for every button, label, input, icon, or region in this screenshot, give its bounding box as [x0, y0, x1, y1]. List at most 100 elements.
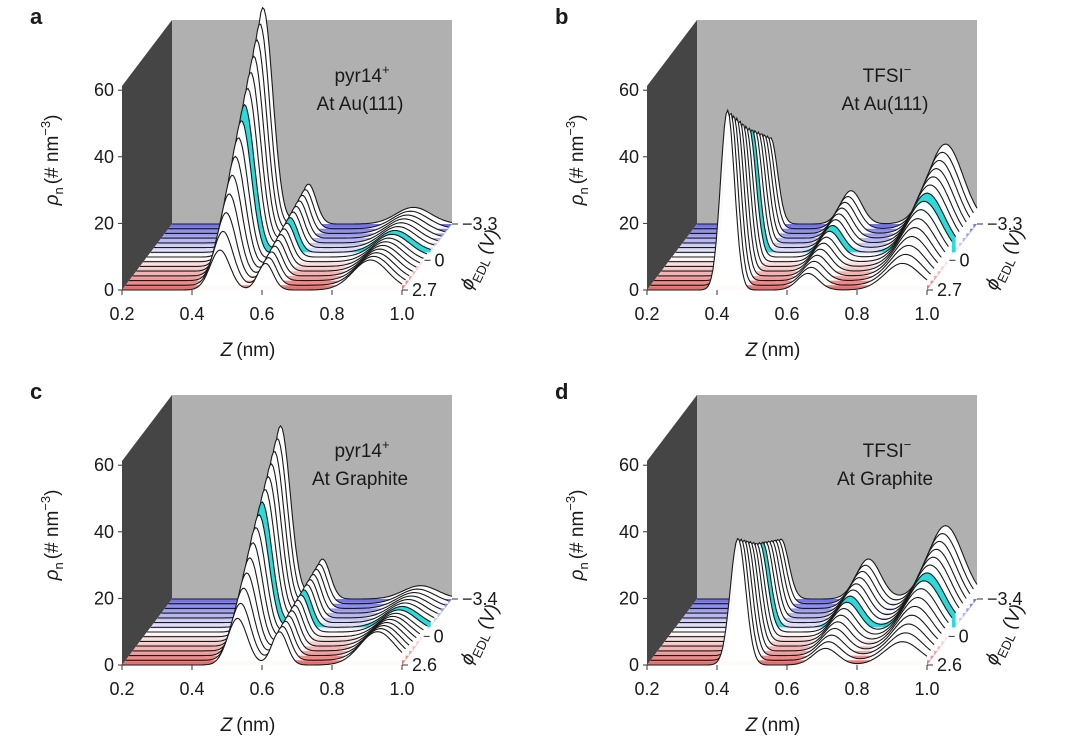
x-tick-label: 0.6 — [249, 304, 274, 324]
traces — [647, 108, 978, 291]
phi-tick-label: −3.3 — [462, 214, 498, 234]
panel-letter: d — [555, 379, 568, 404]
phi-tick-label: −3.4 — [462, 589, 498, 609]
trace-line — [661, 120, 942, 272]
y-axis-units: (# nm — [42, 136, 63, 185]
species-name: TFSI — [863, 66, 904, 87]
y-tick-label: 20 — [94, 213, 114, 233]
species-label: pyr14+ — [334, 437, 389, 462]
x-tick-label: 0.2 — [634, 304, 659, 324]
phi-axis-subscript: EDL — [994, 256, 1019, 285]
trace-fill — [154, 88, 435, 248]
x-tick-label: 0.8 — [844, 679, 869, 699]
species-charge: + — [382, 62, 390, 77]
x-tick-label: 0.4 — [704, 679, 729, 699]
y-axis-close: ) — [567, 115, 588, 121]
y-axis-label: ρn (# nm−3) — [563, 490, 591, 582]
trace-fill — [157, 72, 438, 243]
trace-line — [132, 193, 413, 277]
species-label: TFSI− — [863, 437, 912, 462]
phi-tick-label: 0 — [960, 250, 970, 270]
x-axis-unit: (nm) — [761, 715, 800, 736]
x-axis-unit: (nm) — [236, 340, 275, 361]
trace-line — [157, 72, 438, 244]
trace-line — [647, 537, 928, 666]
x-axis-label: Z (nm) — [745, 715, 801, 736]
trace-line — [657, 116, 939, 277]
trace-line — [122, 249, 403, 291]
phi-axis-label: ϕEDL(V) — [456, 601, 506, 670]
phi-tick-label: 2.7 — [937, 280, 962, 300]
y-tick-label: 20 — [94, 588, 114, 608]
y-tick-label: 40 — [619, 522, 639, 542]
panel-letter: c — [30, 379, 42, 404]
phi-axis-label: ϕEDL(V) — [456, 226, 506, 295]
y-axis-units: (# nm — [567, 511, 588, 560]
x-tick-label: 1.0 — [914, 679, 939, 699]
chart-panel-c: 0 20 40 60 0.2 0.4 0.6 0.8 1.0 −3.4 0 2.6 c pyr14+ At … — [30, 379, 506, 736]
phi-tick-label: 0 — [959, 626, 969, 646]
x-axis-unit: (nm) — [761, 340, 800, 361]
y-axis-units: (# nm — [567, 136, 588, 185]
phi-axis-subscript: EDL — [469, 256, 494, 285]
y-axis-symbol: ρ — [567, 194, 588, 206]
phi-tick-label: 2.6 — [412, 655, 437, 675]
x-tick-label: 0.6 — [249, 679, 274, 699]
left-wall — [647, 395, 697, 665]
y-tick-label: 60 — [94, 455, 114, 475]
trace-line — [125, 230, 406, 286]
y-tick-label: 0 — [104, 655, 114, 675]
y-axis-close: ) — [42, 115, 63, 121]
x-tick-label: 0.2 — [109, 304, 134, 324]
phi-tick-label: −3.3 — [987, 214, 1023, 234]
trace-line — [650, 538, 931, 661]
x-tick-label: 1.0 — [914, 304, 939, 324]
y-tick-label: 20 — [619, 213, 639, 233]
y-tick-label: 0 — [629, 655, 639, 675]
y-axis-close: ) — [567, 490, 588, 496]
y-tick-label: 40 — [94, 522, 114, 542]
x-axis-var: Z — [745, 715, 759, 736]
phi-tick-label: 0 — [435, 250, 445, 270]
species-charge: + — [382, 437, 390, 452]
trace-line — [150, 103, 431, 253]
trace-line — [154, 87, 435, 249]
surface-label: At Graphite — [312, 469, 408, 490]
phi-tick-label: 0 — [434, 626, 444, 646]
panel-letter: b — [555, 4, 568, 29]
y-axis-units: (# nm — [42, 511, 63, 560]
trace-line — [139, 155, 421, 267]
x-tick-label: 0.8 — [844, 304, 869, 324]
x-axis-label: Z (nm) — [220, 715, 276, 736]
trace-line — [172, 6, 453, 225]
trace-line — [647, 108, 928, 291]
panel-letter: a — [30, 4, 43, 29]
chart-panel-b: 0 20 40 60 0.2 0.4 0.6 0.8 1.0 −3.3 0 2.7 b TFSI− At A… — [555, 4, 1031, 361]
trace-line — [164, 39, 446, 234]
species-label: pyr14+ — [334, 62, 389, 87]
y-axis-label: ρn (# nm−3) — [38, 115, 66, 207]
surface-label: At Au(111) — [317, 94, 404, 115]
y-axis-symbol: ρ — [42, 194, 63, 206]
traces — [647, 525, 978, 666]
y-axis-subscript: n — [576, 187, 591, 194]
phi-axis-subscript: EDL — [469, 631, 494, 660]
y-tick-label: 40 — [94, 147, 114, 167]
x-tick-label: 0.4 — [704, 304, 729, 324]
trace-line — [161, 55, 442, 239]
y-axis-exponent: −3 — [563, 121, 578, 136]
y-axis-close: ) — [42, 490, 63, 496]
trace-line — [657, 540, 939, 652]
trace-line — [675, 541, 957, 628]
phi-axis-label: ϕEDL(V) — [981, 226, 1031, 295]
trace-line — [143, 137, 424, 263]
trace-fill — [122, 618, 402, 665]
y-axis-symbol: ρ — [567, 569, 588, 581]
species-charge: − — [904, 62, 912, 77]
chart-panel-a: 0 20 40 60 0.2 0.4 0.6 0.8 1.0 −3.3 0 2.7 a pyr14+ At … — [30, 4, 506, 361]
trace-line — [672, 541, 953, 633]
traces — [122, 6, 453, 291]
y-axis-label: ρn (# nm−3) — [563, 115, 591, 207]
trace-line — [122, 617, 403, 666]
left-wall — [647, 20, 697, 290]
